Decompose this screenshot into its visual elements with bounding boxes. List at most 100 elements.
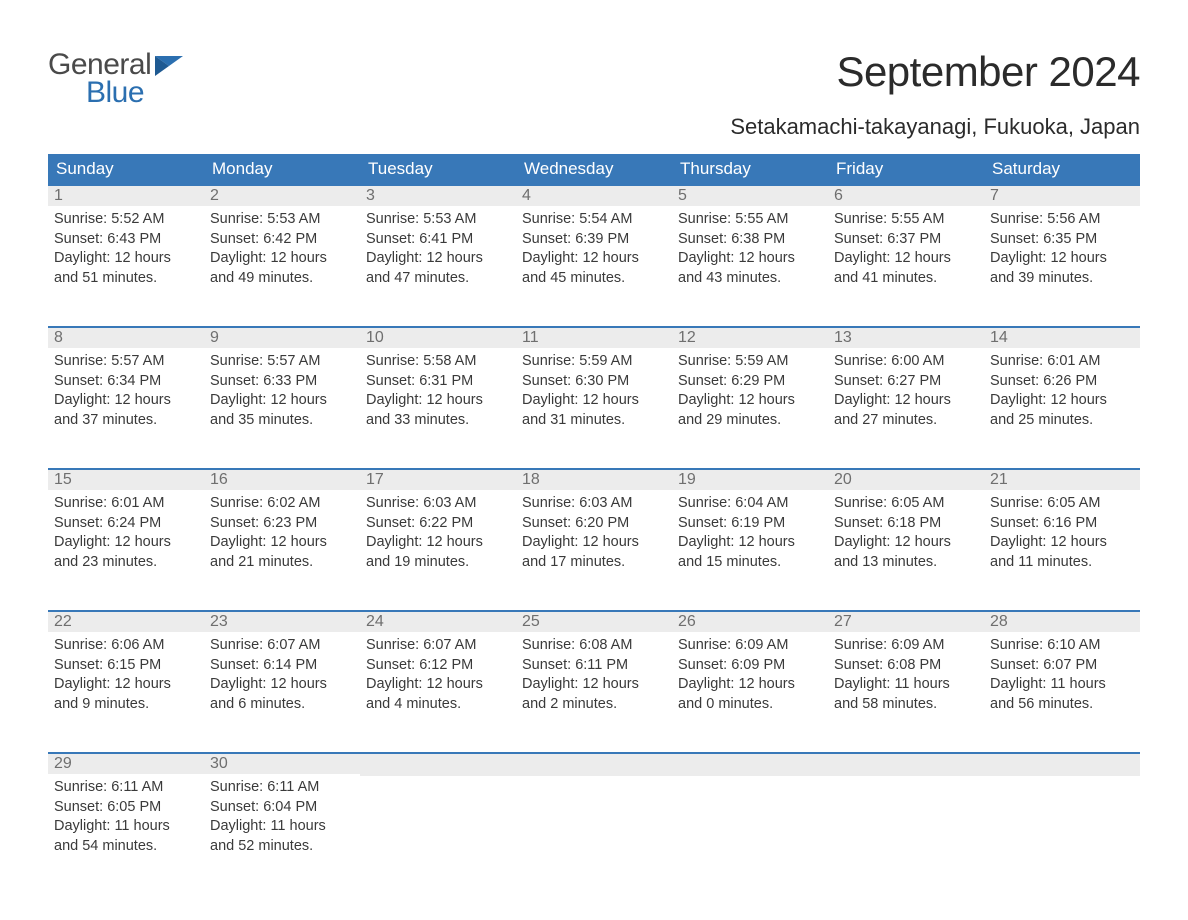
sunrise-text: Sunrise: 6:09 AM bbox=[678, 636, 822, 656]
day-number: 12 bbox=[672, 328, 828, 348]
sunset-text: Sunset: 6:38 PM bbox=[678, 230, 822, 250]
calendar-day-cell: 21Sunrise: 6:05 AMSunset: 6:16 PMDayligh… bbox=[984, 468, 1140, 596]
sunrise-text: Sunrise: 5:59 AM bbox=[522, 352, 666, 372]
day-content: Sunrise: 6:09 AMSunset: 6:09 PMDaylight:… bbox=[672, 632, 828, 722]
day-number: 27 bbox=[828, 612, 984, 632]
sunrise-text: Sunrise: 6:08 AM bbox=[522, 636, 666, 656]
sunrise-text: Sunrise: 6:00 AM bbox=[834, 352, 978, 372]
day-number: 30 bbox=[204, 754, 360, 774]
day-number: 9 bbox=[204, 328, 360, 348]
calendar-day-cell bbox=[984, 752, 1140, 880]
week-spacer bbox=[48, 596, 1140, 610]
sunset-text: Sunset: 6:31 PM bbox=[366, 372, 510, 392]
sunset-text: Sunset: 6:16 PM bbox=[990, 514, 1134, 534]
week-spacer bbox=[48, 312, 1140, 326]
calendar-day-cell: 1Sunrise: 5:52 AMSunset: 6:43 PMDaylight… bbox=[48, 184, 204, 312]
sunrise-text: Sunrise: 6:01 AM bbox=[54, 494, 198, 514]
day-number: 23 bbox=[204, 612, 360, 632]
daylight-text: Daylight: 12 hours and 25 minutes. bbox=[990, 391, 1134, 430]
day-number: 24 bbox=[360, 612, 516, 632]
day-content: Sunrise: 5:55 AMSunset: 6:38 PMDaylight:… bbox=[672, 206, 828, 296]
daylight-text: Daylight: 12 hours and 43 minutes. bbox=[678, 249, 822, 288]
sunrise-text: Sunrise: 5:55 AM bbox=[678, 210, 822, 230]
sunrise-text: Sunrise: 6:04 AM bbox=[678, 494, 822, 514]
weekday-header: Friday bbox=[828, 154, 984, 184]
day-number: 25 bbox=[516, 612, 672, 632]
calendar-day-cell: 29Sunrise: 6:11 AMSunset: 6:05 PMDayligh… bbox=[48, 752, 204, 880]
sunset-text: Sunset: 6:39 PM bbox=[522, 230, 666, 250]
day-number: 20 bbox=[828, 470, 984, 490]
week-spacer bbox=[48, 454, 1140, 468]
daylight-text: Daylight: 12 hours and 6 minutes. bbox=[210, 675, 354, 714]
daylight-text: Daylight: 12 hours and 33 minutes. bbox=[366, 391, 510, 430]
day-content: Sunrise: 5:57 AMSunset: 6:34 PMDaylight:… bbox=[48, 348, 204, 438]
day-number: 28 bbox=[984, 612, 1140, 632]
sunset-text: Sunset: 6:35 PM bbox=[990, 230, 1134, 250]
day-content: Sunrise: 6:01 AMSunset: 6:26 PMDaylight:… bbox=[984, 348, 1140, 438]
month-title: September 2024 bbox=[730, 48, 1140, 96]
daylight-text: Daylight: 12 hours and 37 minutes. bbox=[54, 391, 198, 430]
daylight-text: Daylight: 12 hours and 11 minutes. bbox=[990, 533, 1134, 572]
sunrise-text: Sunrise: 6:11 AM bbox=[54, 778, 198, 798]
day-content: Sunrise: 5:54 AMSunset: 6:39 PMDaylight:… bbox=[516, 206, 672, 296]
day-content: Sunrise: 6:11 AMSunset: 6:04 PMDaylight:… bbox=[204, 774, 360, 864]
calendar-day-cell: 18Sunrise: 6:03 AMSunset: 6:20 PMDayligh… bbox=[516, 468, 672, 596]
calendar-day-cell bbox=[360, 752, 516, 880]
sunrise-text: Sunrise: 5:53 AM bbox=[366, 210, 510, 230]
sunrise-text: Sunrise: 6:10 AM bbox=[990, 636, 1134, 656]
calendar-page: General Blue September 2024 Setakamachi-… bbox=[0, 0, 1188, 920]
sunset-text: Sunset: 6:24 PM bbox=[54, 514, 198, 534]
day-number: 29 bbox=[48, 754, 204, 774]
calendar-day-cell: 7Sunrise: 5:56 AMSunset: 6:35 PMDaylight… bbox=[984, 184, 1140, 312]
day-content: Sunrise: 5:59 AMSunset: 6:30 PMDaylight:… bbox=[516, 348, 672, 438]
calendar-day-cell: 5Sunrise: 5:55 AMSunset: 6:38 PMDaylight… bbox=[672, 184, 828, 312]
sunset-text: Sunset: 6:09 PM bbox=[678, 656, 822, 676]
sunrise-text: Sunrise: 5:57 AM bbox=[54, 352, 198, 372]
daylight-text: Daylight: 11 hours and 54 minutes. bbox=[54, 817, 198, 856]
calendar-day-cell: 9 Sunrise: 5:57 AMSunset: 6:33 PMDaylight… bbox=[204, 326, 360, 454]
day-number: 18 bbox=[516, 470, 672, 490]
calendar-day-cell: 15Sunrise: 6:01 AMSunset: 6:24 PMDayligh… bbox=[48, 468, 204, 596]
day-content: Sunrise: 6:07 AMSunset: 6:12 PMDaylight:… bbox=[360, 632, 516, 722]
sunrise-text: Sunrise: 6:01 AM bbox=[990, 352, 1134, 372]
day-content: Sunrise: 5:59 AMSunset: 6:29 PMDaylight:… bbox=[672, 348, 828, 438]
calendar-day-cell: 26Sunrise: 6:09 AMSunset: 6:09 PMDayligh… bbox=[672, 610, 828, 738]
day-content: Sunrise: 6:00 AMSunset: 6:27 PMDaylight:… bbox=[828, 348, 984, 438]
header: General Blue September 2024 Setakamachi-… bbox=[48, 48, 1140, 140]
sunset-text: Sunset: 6:41 PM bbox=[366, 230, 510, 250]
sunset-text: Sunset: 6:33 PM bbox=[210, 372, 354, 392]
sunrise-text: Sunrise: 5:54 AM bbox=[522, 210, 666, 230]
daylight-text: Daylight: 12 hours and 17 minutes. bbox=[522, 533, 666, 572]
sunrise-text: Sunrise: 6:05 AM bbox=[834, 494, 978, 514]
calendar-day-cell bbox=[672, 752, 828, 880]
sunrise-text: Sunrise: 6:02 AM bbox=[210, 494, 354, 514]
sunrise-text: Sunrise: 5:57 AM bbox=[210, 352, 354, 372]
daylight-text: Daylight: 12 hours and 21 minutes. bbox=[210, 533, 354, 572]
calendar-day-cell: 8Sunrise: 5:57 AMSunset: 6:34 PMDaylight… bbox=[48, 326, 204, 454]
title-block: September 2024 Setakamachi-takayanagi, F… bbox=[730, 48, 1140, 140]
flag-icon bbox=[155, 56, 183, 76]
daylight-text: Daylight: 12 hours and 35 minutes. bbox=[210, 391, 354, 430]
calendar-day-cell: 10Sunrise: 5:58 AMSunset: 6:31 PMDayligh… bbox=[360, 326, 516, 454]
calendar-day-cell: 12Sunrise: 5:59 AMSunset: 6:29 PMDayligh… bbox=[672, 326, 828, 454]
week-spacer bbox=[48, 738, 1140, 752]
day-number: 4 bbox=[516, 186, 672, 206]
sunset-text: Sunset: 6:14 PM bbox=[210, 656, 354, 676]
sunset-text: Sunset: 6:08 PM bbox=[834, 656, 978, 676]
calendar-day-cell: 22Sunrise: 6:06 AMSunset: 6:15 PMDayligh… bbox=[48, 610, 204, 738]
calendar-day-cell: 20Sunrise: 6:05 AMSunset: 6:18 PMDayligh… bbox=[828, 468, 984, 596]
sunrise-text: Sunrise: 6:03 AM bbox=[366, 494, 510, 514]
sunrise-text: Sunrise: 5:56 AM bbox=[990, 210, 1134, 230]
daylight-text: Daylight: 12 hours and 23 minutes. bbox=[54, 533, 198, 572]
calendar-week-row: 22Sunrise: 6:06 AMSunset: 6:15 PMDayligh… bbox=[48, 610, 1140, 738]
calendar-week-row: 29Sunrise: 6:11 AMSunset: 6:05 PMDayligh… bbox=[48, 752, 1140, 880]
sunrise-text: Sunrise: 5:55 AM bbox=[834, 210, 978, 230]
day-content: Sunrise: 6:09 AMSunset: 6:08 PMDaylight:… bbox=[828, 632, 984, 722]
day-content: Sunrise: 6:07 AMSunset: 6:14 PMDaylight:… bbox=[204, 632, 360, 722]
calendar-week-row: 8Sunrise: 5:57 AMSunset: 6:34 PMDaylight… bbox=[48, 326, 1140, 454]
calendar-day-cell: 30Sunrise: 6:11 AMSunset: 6:04 PMDayligh… bbox=[204, 752, 360, 880]
sunrise-text: Sunrise: 6:07 AM bbox=[366, 636, 510, 656]
calendar-week-row: 15Sunrise: 6:01 AMSunset: 6:24 PMDayligh… bbox=[48, 468, 1140, 596]
sunset-text: Sunset: 6:27 PM bbox=[834, 372, 978, 392]
daylight-text: Daylight: 12 hours and 39 minutes. bbox=[990, 249, 1134, 288]
